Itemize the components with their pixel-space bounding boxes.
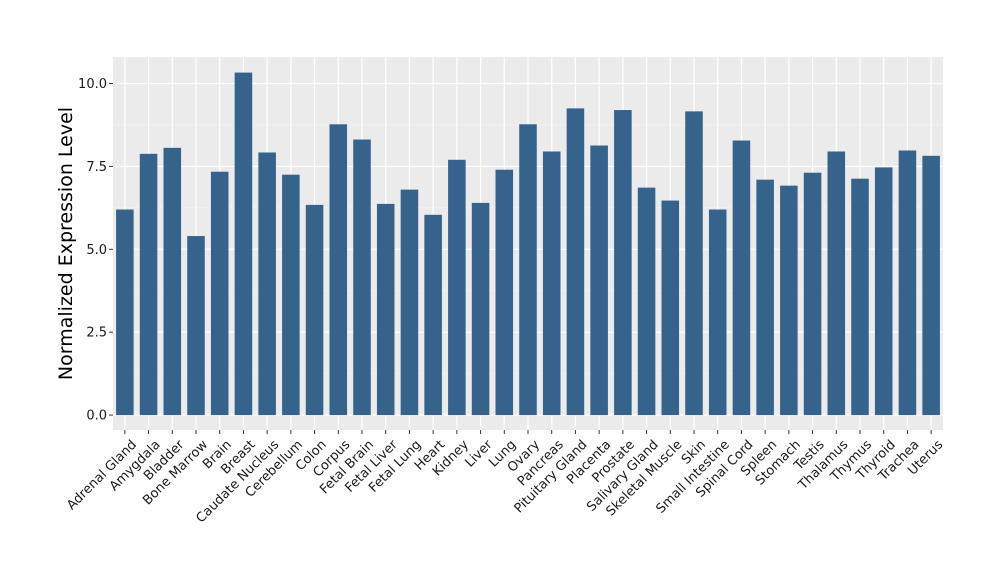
bar-thymus	[851, 178, 869, 416]
bar-adrenal-gland	[116, 209, 134, 416]
bar-pancreas	[542, 151, 561, 416]
bar-colon	[305, 204, 324, 416]
y-axis-ticks: 0.0 2.5 5.0 7.5 10.0	[78, 77, 113, 424]
bar-fetal-liver	[376, 203, 395, 416]
bar-thalamus	[827, 151, 846, 416]
y-tick-label: 5.0	[86, 243, 107, 258]
bar-spinal-cord	[732, 140, 751, 416]
bar-fetal-lung	[400, 189, 419, 416]
y-axis-label: Normalized Expression Level	[55, 107, 77, 380]
y-tick-label: 7.5	[86, 160, 107, 175]
y-tick-label: 10.0	[78, 77, 107, 92]
bar-skeletal-muscle	[661, 200, 680, 416]
bar-caudate-nucleus	[258, 152, 276, 416]
bar-corpus	[329, 124, 348, 416]
bar-breast	[234, 72, 253, 416]
bar-salivary-gland	[637, 187, 656, 416]
y-tick-label: 2.5	[86, 326, 107, 341]
bar-bone-marrow	[187, 236, 205, 416]
bar-placenta	[590, 145, 608, 416]
bars	[116, 72, 940, 416]
bar-heart	[424, 214, 442, 416]
bar-stomach	[780, 185, 798, 416]
y-tick-label: 0.0	[86, 409, 107, 424]
bar-lung	[495, 169, 514, 416]
bar-thyroid	[874, 167, 893, 416]
bar-cerebellum	[282, 174, 300, 416]
bar-skin	[685, 111, 703, 416]
bar-pituitary-gland	[566, 108, 585, 416]
bar-trachea	[898, 150, 917, 416]
bar-spleen	[756, 179, 774, 416]
bar-small-intestine	[708, 209, 727, 416]
bar-uterus	[922, 155, 940, 416]
bar-liver	[471, 202, 490, 416]
bar-bladder	[163, 147, 182, 416]
bar-amygdala	[139, 153, 158, 416]
bar-kidney	[448, 159, 466, 416]
bar-testis	[803, 172, 822, 416]
bar-brain	[210, 171, 229, 416]
bar-ovary	[519, 124, 537, 416]
bar-prostate	[614, 110, 632, 416]
bar-fetal-brain	[353, 139, 371, 416]
